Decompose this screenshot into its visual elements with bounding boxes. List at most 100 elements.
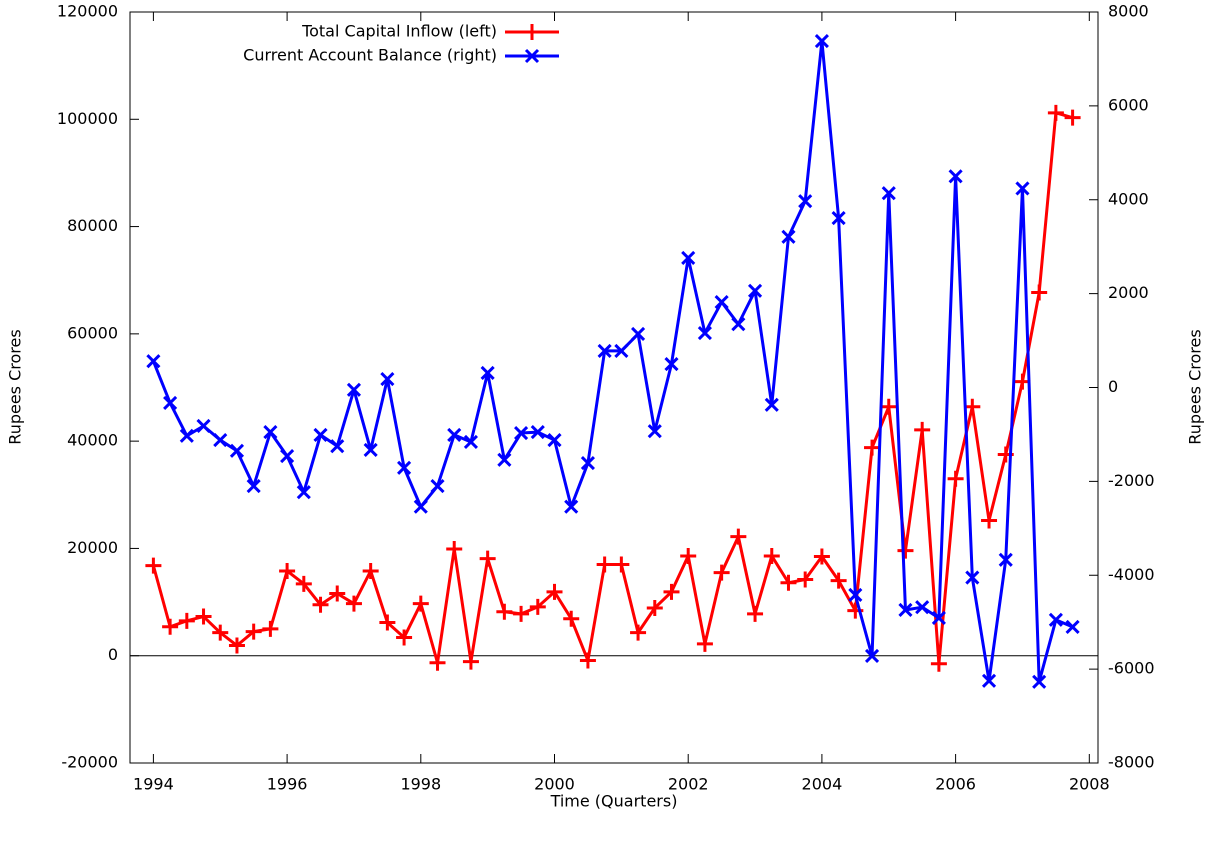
series-line bbox=[151, 111, 1074, 666]
point-marker bbox=[447, 427, 462, 442]
point-marker bbox=[580, 456, 595, 471]
point-marker bbox=[798, 194, 813, 209]
point-marker bbox=[631, 326, 646, 342]
point-marker bbox=[413, 499, 428, 514]
point-marker bbox=[262, 620, 279, 637]
x-tick-label: 2004 bbox=[802, 775, 843, 794]
point-marker bbox=[747, 283, 763, 298]
x-tick-label: 2006 bbox=[935, 775, 976, 794]
y-axis-label: Rupees Crores bbox=[6, 329, 25, 444]
y2-axis-label: Rupees Crores bbox=[1186, 329, 1205, 444]
point-marker bbox=[279, 562, 296, 579]
point-marker bbox=[1064, 109, 1081, 126]
point-marker bbox=[479, 550, 496, 567]
y2-tick-label: 2000 bbox=[1108, 283, 1149, 302]
point-marker bbox=[212, 624, 229, 641]
point-marker bbox=[430, 479, 445, 494]
y2-tick-label: 8000 bbox=[1108, 2, 1149, 21]
point-marker bbox=[514, 425, 529, 441]
point-marker bbox=[864, 648, 880, 664]
point-marker bbox=[513, 605, 530, 622]
y2-tick-label: 0 bbox=[1108, 377, 1118, 396]
point-marker bbox=[496, 603, 513, 620]
point-marker bbox=[797, 571, 814, 588]
point-marker bbox=[898, 602, 913, 618]
point-marker bbox=[981, 673, 997, 688]
y-tick-label: 120000 bbox=[57, 2, 118, 21]
point-marker bbox=[179, 428, 194, 443]
point-marker bbox=[630, 624, 647, 641]
point-marker bbox=[246, 479, 261, 494]
point-marker bbox=[664, 356, 679, 372]
point-marker bbox=[228, 637, 245, 654]
point-marker bbox=[965, 570, 980, 585]
y2-tick-label: 4000 bbox=[1108, 189, 1149, 208]
point-marker bbox=[295, 575, 312, 592]
legend-label: Current Account Balance (right) bbox=[243, 46, 497, 65]
point-marker bbox=[412, 595, 429, 612]
point-marker bbox=[330, 439, 345, 454]
point-marker bbox=[830, 572, 847, 589]
point-marker bbox=[781, 229, 796, 244]
y-tick-label: 60000 bbox=[67, 323, 118, 342]
y2-tick-label: -2000 bbox=[1108, 471, 1155, 490]
point-marker bbox=[379, 614, 396, 631]
point-marker bbox=[145, 557, 162, 574]
point-marker bbox=[462, 653, 479, 670]
x-axis-label: Time (Quarters) bbox=[550, 792, 678, 811]
point-marker bbox=[680, 547, 697, 564]
point-marker bbox=[931, 610, 946, 626]
point-marker bbox=[329, 585, 346, 602]
point-marker bbox=[930, 655, 947, 672]
x-tick-label: 1996 bbox=[267, 775, 308, 794]
point-marker bbox=[463, 434, 478, 450]
point-marker bbox=[229, 443, 245, 458]
point-marker bbox=[998, 552, 1013, 567]
point-marker bbox=[195, 608, 212, 625]
x-tick-label: 2008 bbox=[1069, 775, 1110, 794]
plot-frame bbox=[129, 11, 1099, 764]
point-marker bbox=[530, 425, 545, 440]
point-marker bbox=[397, 460, 412, 475]
point-marker bbox=[597, 343, 612, 358]
point-marker bbox=[914, 421, 931, 438]
point-marker bbox=[864, 439, 881, 456]
y2-tick-label: -8000 bbox=[1108, 753, 1155, 772]
point-marker bbox=[730, 528, 747, 545]
y-tick-label: 40000 bbox=[67, 431, 118, 450]
point-marker bbox=[947, 470, 964, 487]
point-marker bbox=[564, 499, 579, 514]
y2-tick-label: -4000 bbox=[1108, 565, 1155, 584]
point-marker bbox=[280, 448, 295, 464]
point-marker bbox=[1032, 674, 1047, 689]
point-marker bbox=[345, 595, 362, 612]
point-marker bbox=[346, 382, 362, 397]
point-marker bbox=[713, 564, 730, 581]
point-marker bbox=[429, 654, 446, 671]
point-marker bbox=[813, 548, 830, 565]
point-marker bbox=[764, 397, 779, 412]
x-tick-label: 1998 bbox=[400, 775, 441, 794]
point-marker bbox=[396, 629, 413, 646]
point-marker bbox=[714, 295, 729, 310]
point-marker bbox=[981, 512, 998, 529]
point-marker bbox=[497, 452, 512, 467]
point-marker bbox=[529, 598, 546, 615]
legend-marker bbox=[524, 48, 540, 64]
point-marker bbox=[697, 325, 712, 341]
point-marker bbox=[881, 186, 896, 201]
point-marker bbox=[613, 556, 630, 573]
x-tick-label: 1994 bbox=[133, 775, 174, 794]
point-marker bbox=[1065, 619, 1080, 634]
y-tick-label: 80000 bbox=[67, 216, 118, 235]
y2-tick-label: 6000 bbox=[1108, 95, 1149, 114]
series-line bbox=[152, 39, 1074, 684]
y-tick-label: -20000 bbox=[61, 753, 118, 772]
point-marker bbox=[362, 562, 379, 579]
point-marker bbox=[480, 365, 495, 381]
point-marker bbox=[647, 424, 662, 439]
point-marker bbox=[1048, 612, 1063, 627]
point-marker bbox=[363, 442, 378, 457]
